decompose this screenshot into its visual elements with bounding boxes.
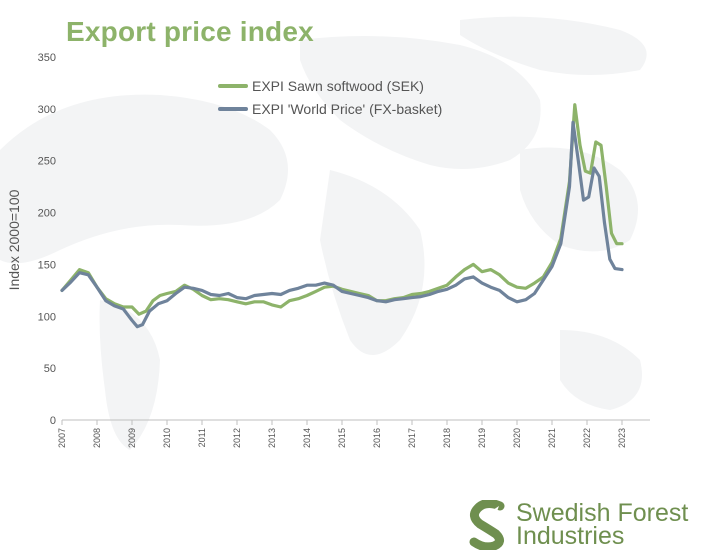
legend-swatch-sawn <box>218 83 248 88</box>
x-tick-label: 2019 <box>477 428 487 448</box>
y-tick-label: 250 <box>38 156 56 168</box>
x-tick-label: 2011 <box>197 428 207 447</box>
x-tick-label: 2007 <box>57 428 67 448</box>
y-tick-label: 150 <box>38 259 56 271</box>
x-tick-labels: 2007 2008 2009 2010 2011 2012 2013 2014 2015 2016… <box>57 420 627 448</box>
series-lines <box>60 103 624 329</box>
y-tick-label: 200 <box>38 208 56 220</box>
x-tick-label: 2013 <box>267 428 277 448</box>
x-tick-label: 2017 <box>407 428 417 448</box>
legend: EXPI Sawn softwood (SEK) EXPI 'World Pri… <box>218 74 442 120</box>
y-tick-labels: 0 50 100 150 200 250 300 350 <box>38 52 56 427</box>
chart-title: Export price index <box>66 16 314 47</box>
series-line-world-price <box>60 120 624 329</box>
legend-item-sawn: EXPI Sawn softwood (SEK) <box>218 74 442 97</box>
legend-swatch-world <box>218 106 248 111</box>
y-tick-label: 350 <box>38 52 56 64</box>
series-line-sawn-softwood <box>60 103 624 316</box>
legend-label-sawn: EXPI Sawn softwood (SEK) <box>252 77 424 94</box>
x-tick-label: 2018 <box>442 428 452 448</box>
x-tick-label: 2016 <box>372 428 382 448</box>
logo-s-icon <box>469 500 505 550</box>
swedish-forest-industries-logo: Swedish Forest Industries <box>466 500 688 550</box>
x-tick-label: 2014 <box>302 428 312 448</box>
x-tick-label: 2008 <box>92 428 102 448</box>
legend-item-world: EXPI 'World Price' (FX-basket) <box>218 97 442 120</box>
x-tick-label: 2009 <box>127 428 137 448</box>
y-tick-label: 300 <box>38 104 56 116</box>
y-axis-title: Index 2000=100 <box>6 189 22 291</box>
x-tick-label: 2012 <box>232 428 242 448</box>
x-tick-label: 2022 <box>582 428 592 448</box>
y-tick-label: 50 <box>44 363 56 375</box>
legend-label-world: EXPI 'World Price' (FX-basket) <box>252 100 443 117</box>
x-tick-label: 2010 <box>162 428 172 448</box>
x-tick-label: 2023 <box>617 428 627 448</box>
y-tick-label: 100 <box>38 311 56 323</box>
x-tick-label: 2021 <box>547 428 557 448</box>
x-tick-label: 2015 <box>337 428 347 448</box>
logo-line-1: Swedish Forest <box>516 499 689 527</box>
logo-text: Swedish Forest Industries <box>516 499 689 550</box>
x-tick-label: 2020 <box>512 428 522 448</box>
y-tick-label: 0 <box>50 415 56 427</box>
logo-line-2: Industries <box>516 522 625 550</box>
